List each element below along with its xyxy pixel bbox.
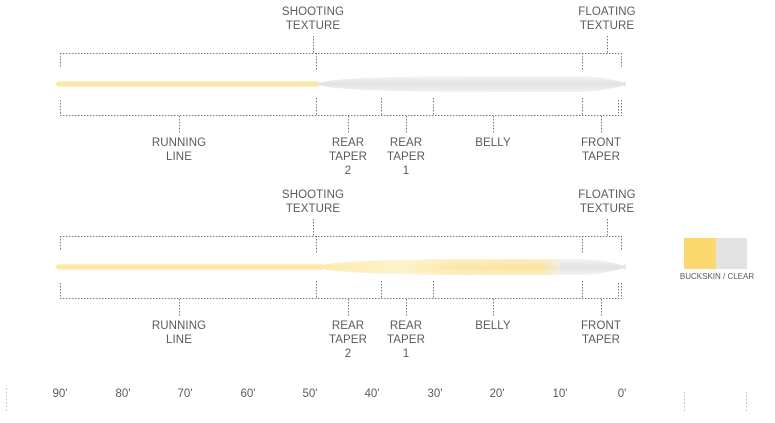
label-belly-1: BELLY [475, 137, 511, 149]
diagram-1 [56, 36, 626, 134]
label-belly-2: BELLY [475, 320, 511, 332]
scale-tick: 70' [177, 388, 193, 400]
diagram-2 [56, 219, 626, 317]
label-rear-taper-1-2: REAR TAPER 1 [387, 320, 425, 360]
scale-tick: 10' [552, 388, 568, 400]
scale-guides [6, 388, 747, 412]
label-floating-texture-1: FLOATING TEXTURE [578, 6, 636, 32]
label-shooting-texture-2: SHOOTING TEXTURE [281, 189, 345, 215]
scale-tick: 80' [115, 388, 131, 400]
label-front-taper-1: FRONT TAPER [580, 137, 622, 163]
label-rear-taper-1-1: REAR TAPER 1 [387, 137, 425, 177]
label-running-line-1: RUNNING LINE [151, 137, 207, 163]
scale-tick: 90' [52, 388, 68, 400]
scale-tick: 0' [617, 388, 627, 400]
bottom-bracket-1 [60, 98, 622, 134]
legend-caption: BUCKSKIN / CLEAR [679, 272, 755, 281]
top-bracket-2 [60, 219, 622, 253]
scale-tick: 20' [489, 388, 505, 400]
legend-swatch-buckskin [684, 238, 716, 269]
scale-tick: 40' [364, 388, 380, 400]
label-rear-taper-2-2: REAR TAPER 2 [329, 320, 367, 360]
fly-line-1 [56, 76, 626, 92]
label-rear-taper-2-1: REAR TAPER 2 [329, 137, 367, 177]
scale-tick: 60' [240, 388, 256, 400]
label-floating-texture-2: FLOATING TEXTURE [578, 189, 636, 215]
bottom-bracket-2 [60, 281, 622, 317]
fly-line-2 [56, 259, 626, 275]
top-bracket-1 [60, 36, 622, 70]
legend-swatch-clear [716, 238, 747, 269]
scale-tick: 30' [427, 388, 443, 400]
scale-tick: 50' [302, 388, 318, 400]
label-front-taper-2: FRONT TAPER [580, 320, 622, 346]
label-shooting-texture-1: SHOOTING TEXTURE [281, 6, 345, 32]
label-running-line-2: RUNNING LINE [151, 320, 207, 346]
